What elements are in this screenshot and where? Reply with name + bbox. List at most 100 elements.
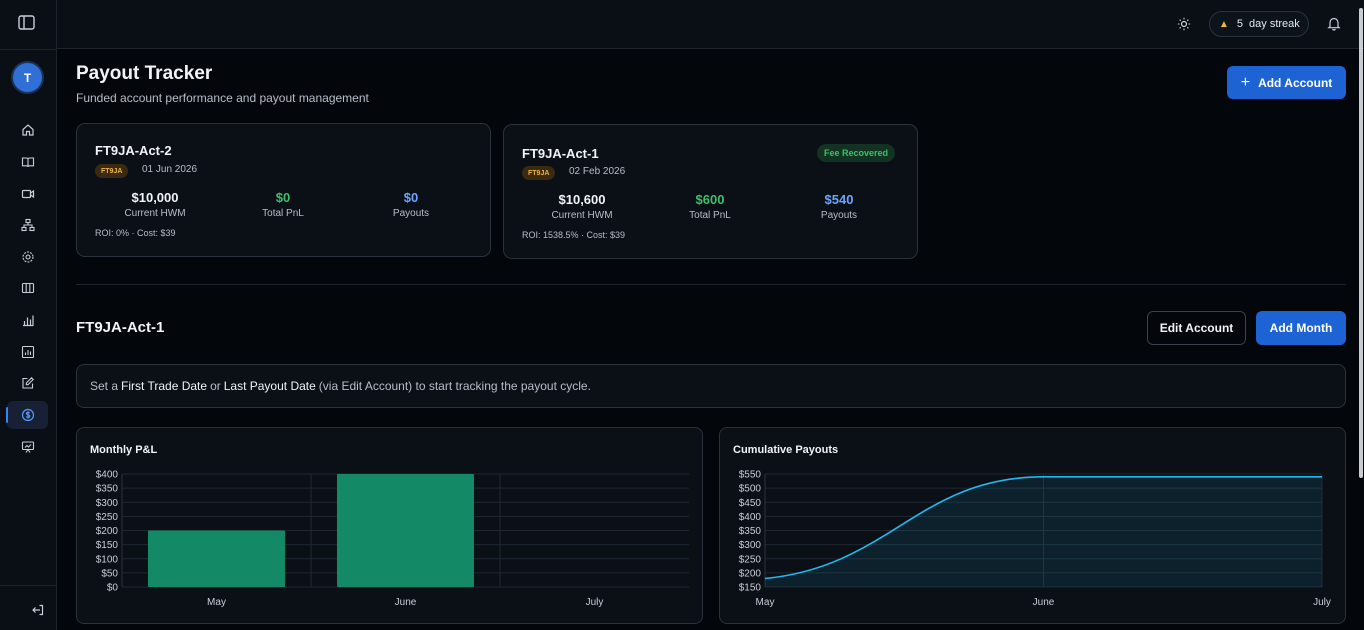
roi-text: ROI: 1538.5% · Cost: $39	[522, 230, 626, 240]
x-tick-label: June	[1033, 597, 1055, 608]
report-icon[interactable]	[7, 338, 48, 366]
y-tick-label: $200	[739, 568, 762, 579]
y-tick-label: $300	[739, 540, 762, 551]
payouts-label: Payouts	[392, 208, 430, 219]
pnl-label: Total PnL	[689, 210, 731, 221]
firm-badge: FT9JA	[95, 164, 129, 178]
sidebar-divider	[0, 49, 57, 50]
presentation-icon[interactable]	[7, 433, 48, 461]
logout-icon[interactable]	[31, 603, 45, 617]
y-tick-label: $400	[96, 470, 119, 481]
notice-text-post: (via Edit Account) to start tracking the…	[318, 379, 591, 393]
y-tick-label: $0	[107, 583, 119, 594]
hwm-value: $10,000	[131, 190, 179, 205]
pnl-value: $600	[695, 192, 725, 207]
y-tick-label: $100	[96, 554, 119, 565]
bell-icon[interactable]	[1327, 16, 1341, 31]
account-date: 01 Jun 2026	[142, 164, 198, 175]
page-title: Payout Tracker	[76, 63, 213, 84]
pnl-value: $0	[275, 190, 291, 205]
section-divider	[76, 284, 1346, 285]
firm-badge: FT9JA	[522, 166, 556, 180]
add-account-label: Add Account	[1258, 75, 1333, 90]
notice-text-or: or	[210, 379, 221, 393]
status-badge: Fee Recovered	[817, 144, 896, 162]
hwm-stat: $10,600 Current HWM	[522, 192, 642, 221]
pnl-stat: $600 Total PnL	[650, 192, 770, 221]
cumulative-payouts-chart: Cumulative Payouts $550 $500 $450 $400 $350 $…	[719, 427, 1346, 624]
payouts-value: $540	[824, 192, 854, 207]
payouts-stat: $0 Payouts	[351, 190, 471, 219]
dollar-icon[interactable]	[6, 401, 48, 429]
plus-icon: +	[1240, 73, 1251, 91]
streak-count: 5	[1236, 18, 1244, 30]
y-tick-label: $50	[101, 568, 118, 579]
x-tick-label: June	[395, 597, 417, 608]
pnl-label: Total PnL	[262, 208, 304, 219]
add-month-button[interactable]: Add Month	[1256, 311, 1346, 345]
columns-icon[interactable]	[7, 274, 48, 302]
streak-label: day streak	[1249, 18, 1300, 30]
avatar[interactable]: T	[13, 63, 42, 92]
topbar: ▲ 5 day streak	[57, 0, 1364, 49]
scrollbar[interactable]	[1359, 8, 1363, 478]
video-icon[interactable]	[7, 180, 48, 208]
home-icon[interactable]	[7, 116, 48, 144]
payouts-label: Payouts	[820, 210, 858, 221]
y-tick-label: $400	[739, 512, 762, 523]
pnl-stat: $0 Total PnL	[223, 190, 343, 219]
payout-line	[764, 476, 1322, 580]
y-tick-label: $550	[739, 470, 762, 481]
hwm-stat: $10,000 Current HWM	[95, 190, 215, 219]
sidebar-toggle-icon[interactable]	[18, 15, 36, 31]
x-tick-label: July	[586, 597, 604, 608]
monthly-pnl-svg: $400 $350 $300 $250 $200 $150 $100 $50 $0 May June…	[96, 470, 689, 608]
payout-area	[765, 476, 1322, 587]
settings-icon[interactable]	[7, 243, 48, 271]
hwm-label: Current HWM	[124, 208, 186, 219]
x-tick-label: July	[1313, 597, 1331, 608]
streak-badge[interactable]: ▲ 5 day streak	[1209, 11, 1309, 37]
x-tick-label: May	[207, 597, 226, 608]
cumulative-payouts-svg: $550 $500 $450 $400 $350 $300 $250 $200 $150 May J…	[739, 470, 1331, 609]
monthly-pnl-chart: Monthly P&L $400 $350 $300 $250 $200 $150 $100…	[76, 427, 703, 624]
hwm-label: Current HWM	[551, 210, 613, 221]
edit-icon[interactable]	[7, 369, 48, 397]
sidebar-bottom-divider	[0, 585, 57, 586]
y-tick-label: $150	[739, 583, 762, 594]
hwm-value: $10,600	[558, 192, 606, 207]
add-account-button[interactable]: + Add Account	[1227, 66, 1346, 99]
account-detail-title: FT9JA-Act-1	[76, 319, 165, 336]
sidebar: T	[0, 0, 57, 630]
x-tick-label: May	[756, 597, 775, 608]
y-tick-label: $200	[96, 526, 119, 537]
edit-account-button[interactable]: Edit Account	[1147, 311, 1246, 345]
account-name: FT9JA-Act-1	[522, 146, 599, 161]
account-card[interactable]: FT9JA-Act-1 Fee Recovered FT9JA 02 Feb 2…	[503, 124, 918, 259]
y-tick-label: $450	[739, 498, 762, 509]
payouts-value: $0	[403, 190, 419, 205]
page-subtitle: Funded account performance and payout ma…	[76, 91, 369, 105]
roi-text: ROI: 0% · Cost: $39	[95, 228, 176, 238]
y-tick-label: $350	[739, 526, 762, 537]
bar-june	[337, 474, 474, 587]
account-name: FT9JA-Act-2	[95, 143, 172, 158]
y-tick-label: $150	[96, 540, 119, 551]
flame-icon: ▲	[1219, 18, 1229, 30]
tracking-notice: Set a First Trade Date or Last Payout Da…	[76, 364, 1346, 408]
chart-title: Cumulative Payouts	[733, 444, 839, 456]
y-tick-label: $300	[96, 498, 119, 509]
network-icon[interactable]	[7, 211, 48, 239]
bar-chart-icon[interactable]	[7, 306, 48, 334]
y-tick-label: $250	[739, 554, 762, 565]
payouts-stat: $540 Payouts	[779, 192, 899, 221]
book-icon[interactable]	[7, 148, 48, 176]
y-tick-label: $250	[96, 512, 119, 523]
theme-toggle-icon[interactable]	[1177, 17, 1191, 31]
y-tick-label: $500	[739, 484, 762, 495]
account-card[interactable]: FT9JA-Act-2 FT9JA 01 Jun 2026 $10,000 Cu…	[76, 123, 491, 257]
account-date: 02 Feb 2026	[569, 166, 626, 177]
notice-last-payout: Last Payout Date	[223, 379, 316, 393]
y-tick-label: $350	[96, 484, 119, 495]
notice-first-trade: First Trade Date	[121, 379, 208, 393]
